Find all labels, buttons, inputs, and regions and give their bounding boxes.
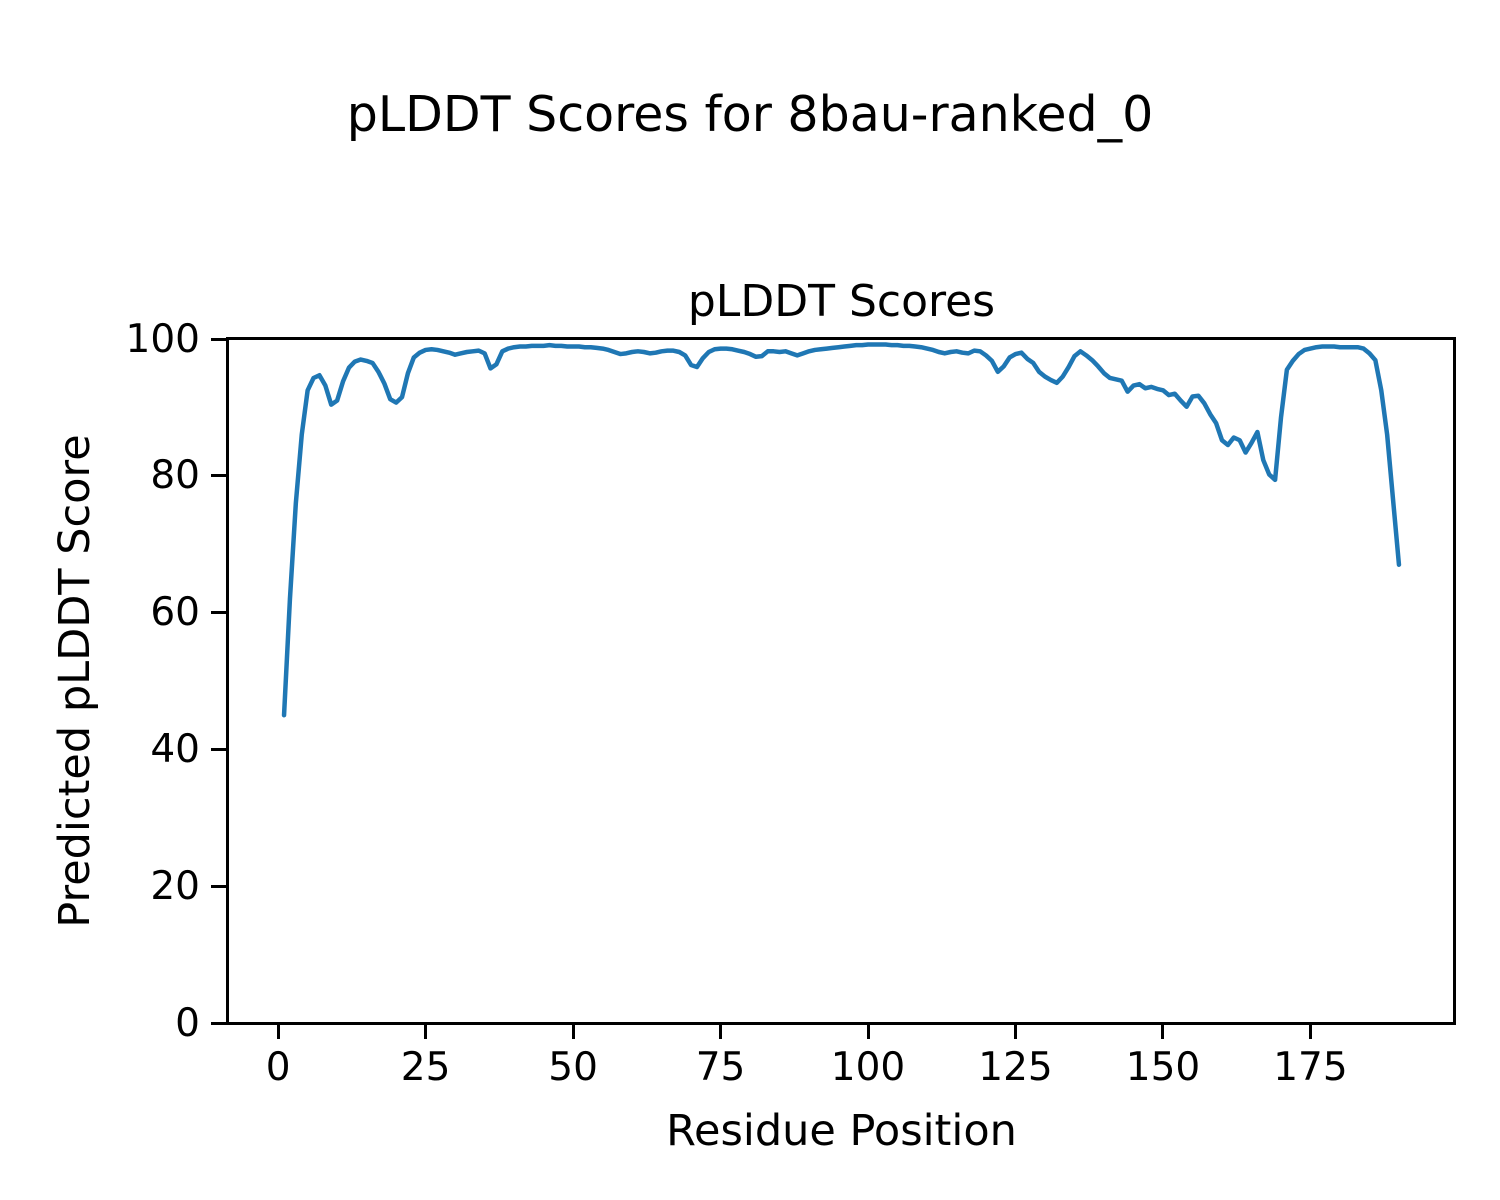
y-tick-label: 0 bbox=[175, 1000, 200, 1046]
x-tick bbox=[571, 1024, 575, 1039]
figure-suptitle: pLDDT Scores for 8bau-ranked_0 bbox=[346, 86, 1154, 143]
plddt-line bbox=[281, 342, 1402, 718]
x-tick bbox=[276, 1024, 280, 1039]
x-tick-label: 75 bbox=[695, 1045, 746, 1090]
x-tick bbox=[424, 1024, 428, 1039]
x-tick-label: 175 bbox=[1273, 1045, 1348, 1090]
x-tick bbox=[719, 1024, 723, 1039]
y-axis-label: Predicted pLDDT Score bbox=[50, 434, 101, 928]
x-tick-label: 0 bbox=[265, 1045, 291, 1090]
y-tick-label: 80 bbox=[150, 453, 200, 499]
x-tick-label: 125 bbox=[978, 1045, 1053, 1090]
y-tick-label: 40 bbox=[150, 726, 200, 772]
x-tick-label: 50 bbox=[548, 1045, 598, 1090]
x-tick-label: 150 bbox=[1125, 1045, 1201, 1090]
x-tick bbox=[1308, 1024, 1312, 1039]
y-tick bbox=[211, 884, 226, 888]
y-tick bbox=[211, 474, 226, 478]
y-tick bbox=[211, 747, 226, 751]
x-axis-label: Residue Position bbox=[666, 1106, 1017, 1156]
axes-title: pLDDT Scores bbox=[687, 276, 996, 327]
y-tick-label: 60 bbox=[150, 590, 200, 636]
x-tick bbox=[1014, 1024, 1018, 1039]
y-tick-label: 20 bbox=[150, 863, 200, 909]
y-tick bbox=[211, 337, 226, 341]
x-tick bbox=[1161, 1024, 1165, 1039]
y-tick bbox=[211, 611, 226, 615]
plot-area bbox=[226, 337, 1456, 1025]
plddt-line-chart bbox=[281, 342, 1402, 718]
x-tick-label: 25 bbox=[400, 1045, 451, 1090]
x-tick-label: 100 bbox=[830, 1045, 906, 1090]
x-tick bbox=[866, 1024, 870, 1039]
y-tick bbox=[211, 1021, 226, 1025]
y-tick-label: 100 bbox=[125, 316, 200, 362]
